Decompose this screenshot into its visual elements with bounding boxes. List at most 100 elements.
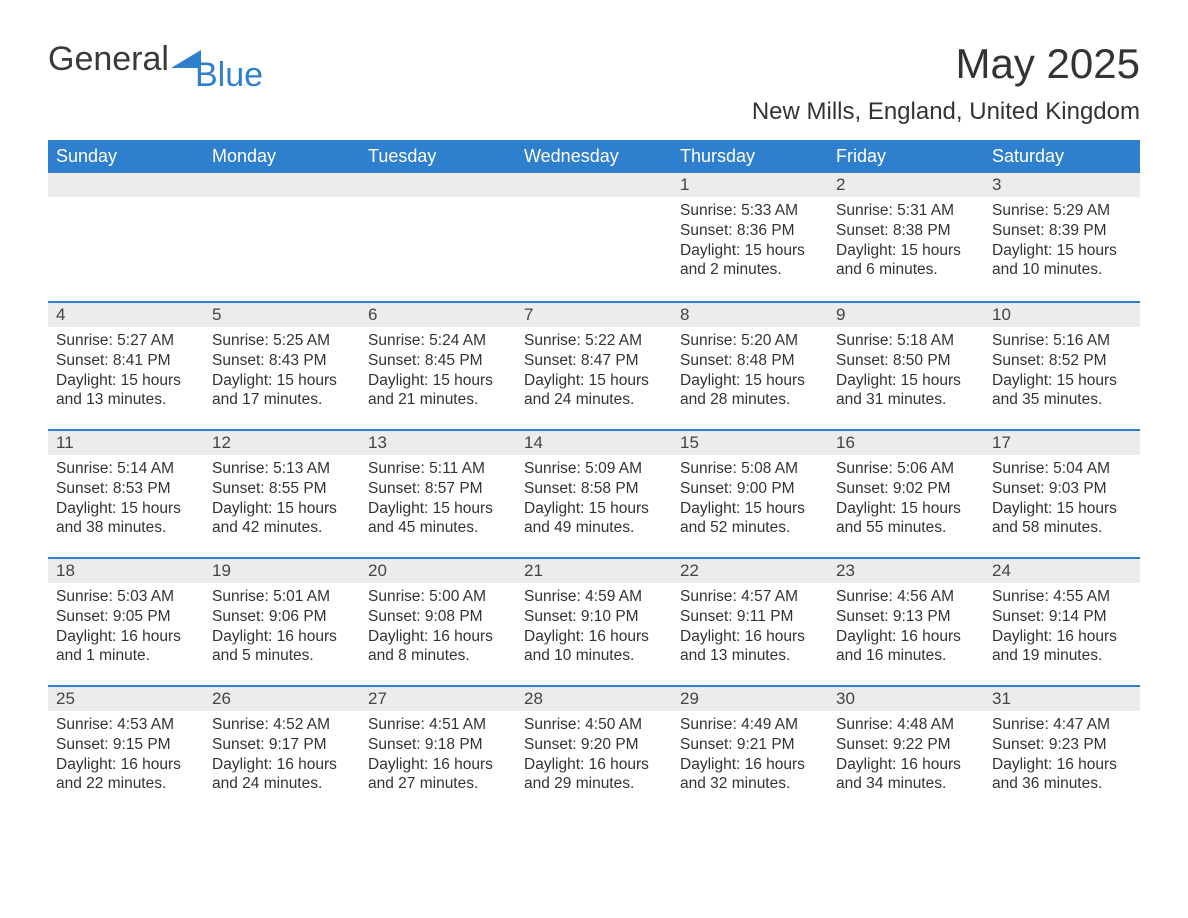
day-details: Sunrise: 4:59 AMSunset: 9:10 PMDaylight:… <box>516 583 672 672</box>
daylight-text: Daylight: 15 hours and 42 minutes. <box>212 499 352 539</box>
calendar-day-cell: 3Sunrise: 5:29 AMSunset: 8:39 PMDaylight… <box>984 173 1140 301</box>
daylight-text: Daylight: 15 hours and 49 minutes. <box>524 499 664 539</box>
sunrise-text: Sunrise: 5:03 AM <box>56 587 196 607</box>
calendar-week-row: 1Sunrise: 5:33 AMSunset: 8:36 PMDaylight… <box>48 173 1140 301</box>
daylight-text: Daylight: 15 hours and 38 minutes. <box>56 499 196 539</box>
day-number: 25 <box>48 685 204 711</box>
day-number: 11 <box>48 429 204 455</box>
sunset-text: Sunset: 9:21 PM <box>680 735 820 755</box>
day-number: 14 <box>516 429 672 455</box>
day-details: Sunrise: 5:11 AMSunset: 8:57 PMDaylight:… <box>360 455 516 544</box>
day-number: 28 <box>516 685 672 711</box>
sunrise-text: Sunrise: 5:14 AM <box>56 459 196 479</box>
day-number: 18 <box>48 557 204 583</box>
sunset-text: Sunset: 8:36 PM <box>680 221 820 241</box>
day-details: Sunrise: 5:29 AMSunset: 8:39 PMDaylight:… <box>984 197 1140 286</box>
day-number <box>204 173 360 197</box>
weekday-header: Wednesday <box>516 140 672 173</box>
sunrise-text: Sunrise: 4:50 AM <box>524 715 664 735</box>
day-number: 10 <box>984 301 1140 327</box>
sunrise-text: Sunrise: 4:49 AM <box>680 715 820 735</box>
day-details: Sunrise: 5:33 AMSunset: 8:36 PMDaylight:… <box>672 197 828 286</box>
sunrise-text: Sunrise: 5:04 AM <box>992 459 1132 479</box>
sunset-text: Sunset: 9:17 PM <box>212 735 352 755</box>
calendar-empty-cell <box>48 173 204 301</box>
sunset-text: Sunset: 8:38 PM <box>836 221 976 241</box>
calendar-day-cell: 8Sunrise: 5:20 AMSunset: 8:48 PMDaylight… <box>672 301 828 429</box>
day-details: Sunrise: 5:04 AMSunset: 9:03 PMDaylight:… <box>984 455 1140 544</box>
calendar-day-cell: 17Sunrise: 5:04 AMSunset: 9:03 PMDayligh… <box>984 429 1140 557</box>
sunrise-text: Sunrise: 5:16 AM <box>992 331 1132 351</box>
day-details: Sunrise: 5:00 AMSunset: 9:08 PMDaylight:… <box>360 583 516 672</box>
daylight-text: Daylight: 15 hours and 52 minutes. <box>680 499 820 539</box>
brand-part1: General <box>48 40 169 79</box>
day-number: 16 <box>828 429 984 455</box>
sunrise-text: Sunrise: 5:01 AM <box>212 587 352 607</box>
day-details: Sunrise: 5:25 AMSunset: 8:43 PMDaylight:… <box>204 327 360 416</box>
calendar-header-row: SundayMondayTuesdayWednesdayThursdayFrid… <box>48 140 1140 173</box>
day-details: Sunrise: 5:18 AMSunset: 8:50 PMDaylight:… <box>828 327 984 416</box>
daylight-text: Daylight: 16 hours and 16 minutes. <box>836 627 976 667</box>
day-number: 4 <box>48 301 204 327</box>
sunrise-text: Sunrise: 4:57 AM <box>680 587 820 607</box>
day-number: 1 <box>672 173 828 197</box>
location-label: New Mills, England, United Kingdom <box>48 98 1140 126</box>
day-details: Sunrise: 5:31 AMSunset: 8:38 PMDaylight:… <box>828 197 984 286</box>
day-details: Sunrise: 4:55 AMSunset: 9:14 PMDaylight:… <box>984 583 1140 672</box>
day-number: 20 <box>360 557 516 583</box>
sunrise-text: Sunrise: 5:33 AM <box>680 201 820 221</box>
calendar-empty-cell <box>204 173 360 301</box>
calendar-day-cell: 30Sunrise: 4:48 AMSunset: 9:22 PMDayligh… <box>828 685 984 813</box>
day-number <box>360 173 516 197</box>
calendar-day-cell: 26Sunrise: 4:52 AMSunset: 9:17 PMDayligh… <box>204 685 360 813</box>
day-number: 30 <box>828 685 984 711</box>
day-number: 31 <box>984 685 1140 711</box>
calendar-day-cell: 10Sunrise: 5:16 AMSunset: 8:52 PMDayligh… <box>984 301 1140 429</box>
day-details: Sunrise: 5:14 AMSunset: 8:53 PMDaylight:… <box>48 455 204 544</box>
calendar-empty-cell <box>516 173 672 301</box>
day-number: 9 <box>828 301 984 327</box>
daylight-text: Daylight: 15 hours and 31 minutes. <box>836 371 976 411</box>
sunset-text: Sunset: 8:47 PM <box>524 351 664 371</box>
day-details: Sunrise: 5:20 AMSunset: 8:48 PMDaylight:… <box>672 327 828 416</box>
calendar-day-cell: 16Sunrise: 5:06 AMSunset: 9:02 PMDayligh… <box>828 429 984 557</box>
sunrise-text: Sunrise: 5:06 AM <box>836 459 976 479</box>
sunrise-text: Sunrise: 5:08 AM <box>680 459 820 479</box>
daylight-text: Daylight: 15 hours and 2 minutes. <box>680 241 820 281</box>
sunrise-text: Sunrise: 4:55 AM <box>992 587 1132 607</box>
sunrise-text: Sunrise: 5:13 AM <box>212 459 352 479</box>
calendar-day-cell: 2Sunrise: 5:31 AMSunset: 8:38 PMDaylight… <box>828 173 984 301</box>
calendar-week-row: 18 Sunrise: 5:03 AMSunset: 9:05 PM Dayligh… <box>48 557 1140 685</box>
calendar-day-cell: 20Sunrise: 5:00 AMSunset: 9:08 PMDayligh… <box>360 557 516 685</box>
day-details: Sunrise: 5:09 AMSunset: 8:58 PMDaylight:… <box>516 455 672 544</box>
calendar-day-cell: 4Sunrise: 5:27 AMSunset: 8:41 PMDaylight… <box>48 301 204 429</box>
sunset-text: Sunset: 9:11 PM <box>680 607 820 627</box>
title-block: May 2025 <box>956 40 1140 88</box>
sunset-text: Sunset: 8:48 PM <box>680 351 820 371</box>
day-number: 17 <box>984 429 1140 455</box>
sunset-text: Sunset: 9:03 PM <box>992 479 1132 499</box>
day-number: 7 <box>516 301 672 327</box>
weekday-header: Tuesday <box>360 140 516 173</box>
weekday-header: Friday <box>828 140 984 173</box>
header: General Blue May 2025 <box>48 40 1140 88</box>
day-number: 19 <box>204 557 360 583</box>
sunset-text: Sunset: 8:55 PM <box>212 479 352 499</box>
calendar-week-row: 25Sunrise: 4:53 AMSunset: 9:15 PMDayligh… <box>48 685 1140 813</box>
day-details: Sunrise: 4:51 AMSunset: 9:18 PMDaylight:… <box>360 711 516 800</box>
calendar-body: 1Sunrise: 5:33 AMSunset: 8:36 PMDaylight… <box>48 173 1140 813</box>
calendar-day-cell: 23Sunrise: 4:56 AMSunset: 9:13 PMDayligh… <box>828 557 984 685</box>
weekday-header: Monday <box>204 140 360 173</box>
day-details: Sunrise: 5:06 AMSunset: 9:02 PMDaylight:… <box>828 455 984 544</box>
sunset-text: Sunset: 9:05 PM <box>56 607 196 627</box>
daylight-text: Daylight: 16 hours and 34 minutes. <box>836 755 976 795</box>
day-number: 3 <box>984 173 1140 197</box>
day-details: Sunrise: 5:22 AMSunset: 8:47 PMDaylight:… <box>516 327 672 416</box>
day-number: 27 <box>360 685 516 711</box>
sunrise-text: Sunrise: 5:00 AM <box>368 587 508 607</box>
day-number: 21 <box>516 557 672 583</box>
day-details: Sunrise: 4:57 AMSunset: 9:11 PMDaylight:… <box>672 583 828 672</box>
day-details: Sunrise: 4:49 AMSunset: 9:21 PMDaylight:… <box>672 711 828 800</box>
brand-logo: General Blue <box>48 40 263 79</box>
daylight-text: Daylight: 15 hours and 28 minutes. <box>680 371 820 411</box>
